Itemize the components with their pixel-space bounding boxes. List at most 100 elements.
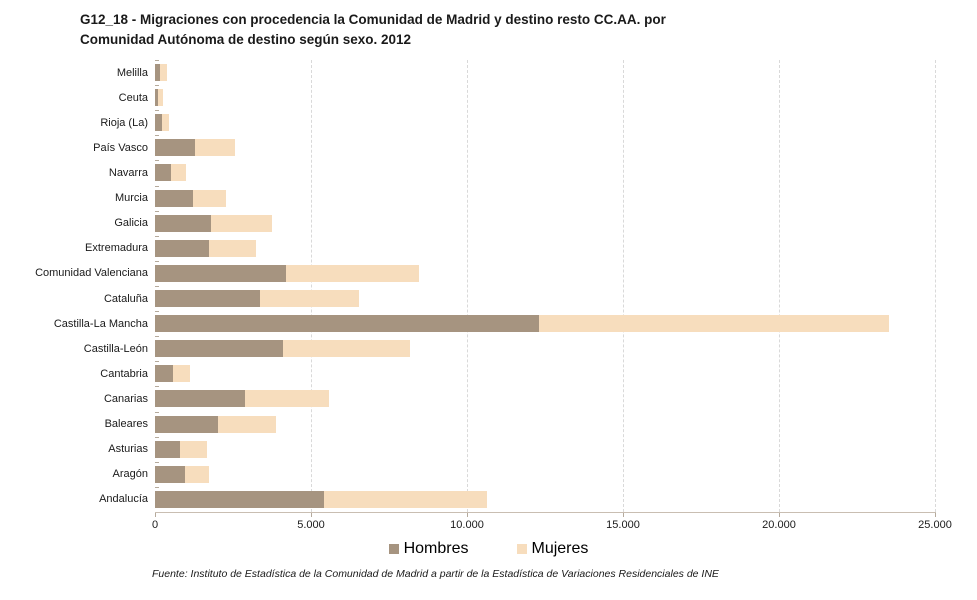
bar-segment-hombres xyxy=(155,340,283,358)
mujeres-swatch-icon xyxy=(516,544,527,554)
bar-track xyxy=(155,164,935,182)
chart-row: Melilla xyxy=(0,60,977,85)
bar-track xyxy=(155,340,935,358)
x-axis-tick-label: 0 xyxy=(151,519,159,531)
bar-segment-hombres xyxy=(155,315,539,333)
bar-segment-hombres xyxy=(155,189,193,207)
x-axis-tick xyxy=(779,513,780,517)
chart-row: Castilla-La Mancha xyxy=(0,311,977,336)
category-label: Aragón xyxy=(112,468,148,481)
x-axis-tick xyxy=(623,513,624,517)
bar-segment-mujeres xyxy=(179,440,207,458)
chart-title-line1: G12_18 - Migraciones con procedencia la … xyxy=(80,12,666,27)
legend-label-hombres: Hombres xyxy=(403,540,469,557)
chart-title-line2: Comunidad Autónoma de destino según sexo… xyxy=(80,32,412,48)
chart-row: Extremadura xyxy=(0,236,977,261)
bar-track xyxy=(155,239,935,257)
bar-segment-mujeres xyxy=(324,490,488,508)
plot-rows: Melilla Ceuta Rioja (La) País Vasco Navarra M… xyxy=(0,60,977,512)
category-label: Ceuta xyxy=(118,91,148,104)
bar-track xyxy=(155,315,935,333)
category-label: País Vasco xyxy=(93,141,148,154)
category-label: Navarra xyxy=(108,166,148,179)
bar-segment-hombres xyxy=(155,89,159,107)
legend-item-hombres: Hombres xyxy=(388,540,469,558)
bar-segment-hombres xyxy=(155,264,287,282)
category-label: Canarias xyxy=(103,392,148,405)
bar-track xyxy=(155,465,935,483)
category-label: Galicia xyxy=(114,217,148,230)
bar-segment-mujeres xyxy=(259,290,360,308)
chart-row: Galicia xyxy=(0,211,977,236)
chart-row: Castilla-León xyxy=(0,336,977,361)
bar-segment-hombres xyxy=(155,440,180,458)
x-axis-tick xyxy=(155,513,156,517)
bar-track xyxy=(155,440,935,458)
bar-track xyxy=(155,264,935,282)
bar-segment-mujeres xyxy=(282,340,410,358)
bar-segment-hombres xyxy=(155,415,218,433)
bar-segment-mujeres xyxy=(217,415,277,433)
bar-track xyxy=(155,114,935,132)
bar-track xyxy=(155,290,935,308)
chart-row: Comunidad Valenciana xyxy=(0,261,977,286)
chart-row: País Vasco xyxy=(0,135,977,160)
bar-segment-hombres xyxy=(155,490,325,508)
legend-label-mujeres: Mujeres xyxy=(531,540,589,557)
bar-segment-mujeres xyxy=(173,365,191,383)
bar-track xyxy=(155,415,935,433)
hombres-swatch-icon xyxy=(388,544,399,554)
bar-segment-mujeres xyxy=(286,264,419,282)
bar-segment-mujeres xyxy=(211,214,272,232)
chart-row: Canarias xyxy=(0,386,977,411)
category-label: Cataluña xyxy=(103,292,148,305)
bar-segment-mujeres xyxy=(158,89,163,107)
x-axis-tick xyxy=(467,513,468,517)
bar-segment-mujeres xyxy=(208,239,257,257)
bar-track xyxy=(155,64,935,82)
x-axis-line xyxy=(155,512,936,513)
bar-segment-hombres xyxy=(155,114,162,132)
x-axis-tick-label: 15.000 xyxy=(606,519,640,531)
category-label: Castilla-La Mancha xyxy=(53,317,148,330)
bar-segment-mujeres xyxy=(161,114,169,132)
bar-track xyxy=(155,365,935,383)
x-axis-tick xyxy=(311,513,312,517)
category-label: Castilla-León xyxy=(83,342,148,355)
source-note: Fuente: Instituto de Estadística de la C… xyxy=(152,568,719,580)
chart-row: Murcia xyxy=(0,186,977,211)
bar-track xyxy=(155,189,935,207)
bar-segment-hombres xyxy=(155,365,174,383)
bar-track xyxy=(155,139,935,157)
chart-row: Navarra xyxy=(0,160,977,185)
plot-area: Melilla Ceuta Rioja (La) País Vasco Navarra M… xyxy=(0,60,977,531)
legend-item-mujeres: Mujeres xyxy=(516,540,589,558)
category-label: Rioja (La) xyxy=(100,116,148,129)
category-label: Extremadura xyxy=(85,242,148,255)
bar-segment-hombres xyxy=(155,390,246,408)
category-label: Cantabria xyxy=(100,367,148,380)
x-axis-tick-label: 20.000 xyxy=(762,519,796,531)
category-label: Murcia xyxy=(114,192,148,205)
bar-track xyxy=(155,214,935,232)
chart-row: Cantabria xyxy=(0,361,977,386)
bar-segment-mujeres xyxy=(245,390,330,408)
bar-segment-mujeres xyxy=(192,189,226,207)
bar-segment-hombres xyxy=(155,214,212,232)
bar-segment-hombres xyxy=(155,164,171,182)
chart-title: G12_18 - Migraciones con procedencia la … xyxy=(80,10,920,51)
chart-row: Rioja (La) xyxy=(0,110,977,135)
bar-track xyxy=(155,89,935,107)
chart-row: Cataluña xyxy=(0,286,977,311)
bar-track xyxy=(155,390,935,408)
chart-row: Ceuta xyxy=(0,85,977,110)
chart-row: Baleares xyxy=(0,412,977,437)
bar-segment-mujeres xyxy=(170,164,186,182)
chart-row: Andalucía xyxy=(0,487,977,512)
bar-segment-mujeres xyxy=(538,315,890,333)
category-label: Asturias xyxy=(108,443,148,456)
bar-segment-mujeres xyxy=(160,64,167,82)
bar-segment-mujeres xyxy=(194,139,236,157)
chart-row: Asturias xyxy=(0,437,977,462)
x-axis-tick-label: 10.000 xyxy=(450,519,484,531)
